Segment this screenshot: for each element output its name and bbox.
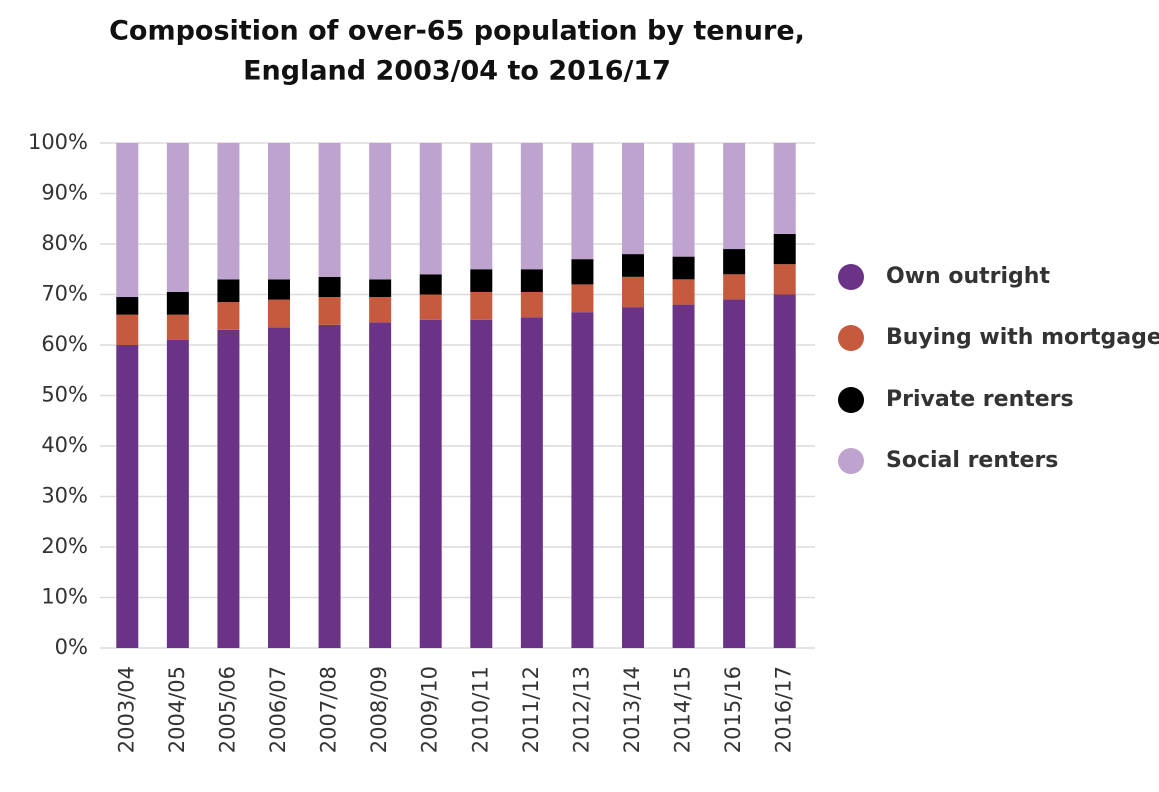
x-tick-label: 2006/07 (266, 666, 290, 753)
legend-swatch (838, 325, 864, 351)
bar-segment (470, 143, 493, 270)
legend-swatch (838, 448, 864, 474)
y-tick-label: 50% (41, 383, 88, 407)
x-tick-label: 2015/16 (721, 666, 745, 753)
x-tick-label: 2003/04 (114, 666, 138, 753)
legend-swatch (838, 387, 864, 413)
bar-segment (369, 322, 392, 648)
bar-segment (723, 274, 746, 300)
legend-label: Social renters (886, 448, 1058, 473)
bar-segment (773, 294, 796, 648)
x-tick-label: 2016/17 (772, 666, 796, 753)
bar-segment (369, 279, 392, 298)
bar-segment (520, 269, 543, 292)
bar-segment (268, 143, 290, 280)
bar-segment (268, 299, 290, 328)
bar-segment (520, 143, 543, 270)
bar-segment (672, 304, 695, 648)
y-tick-label: 90% (41, 181, 88, 205)
x-tick-label: 2007/08 (317, 666, 341, 753)
bar-segment (369, 297, 392, 323)
bar-segment (419, 319, 442, 648)
bar-segment (470, 269, 493, 292)
bar-segment (419, 294, 442, 320)
bar-segment (622, 254, 644, 277)
x-tick-label: 2012/13 (569, 666, 593, 753)
bar-segment (773, 233, 796, 265)
bar-segment (217, 279, 240, 303)
bar-segment (369, 143, 392, 280)
bar-segment (318, 143, 341, 277)
y-tick-label: 10% (41, 585, 88, 609)
bar-segment (217, 302, 240, 330)
bar-segment (773, 264, 796, 295)
bar-segment (723, 299, 746, 648)
bar-segment (622, 307, 644, 648)
y-tick-label: 100% (28, 130, 88, 154)
bar-segment (268, 279, 290, 300)
y-tick-label: 0% (55, 635, 88, 659)
bar-segment (116, 143, 139, 298)
bar-segment (419, 274, 442, 295)
bar-segment (116, 345, 139, 648)
bar-segment (723, 249, 746, 275)
legend-label: Private renters (886, 387, 1074, 412)
x-tick-label: 2004/05 (165, 666, 189, 753)
x-tick-label: 2013/14 (620, 666, 644, 753)
bar-segment (166, 143, 189, 292)
bar-segment (571, 143, 594, 260)
x-tick-label: 2010/11 (468, 666, 492, 753)
bar-segment (419, 143, 442, 275)
legend-swatch (838, 264, 864, 290)
chart-title: Composition of over-65 population by ten… (109, 16, 805, 47)
bar-segment (773, 143, 796, 234)
bar-segment (318, 297, 341, 325)
y-tick-label: 80% (41, 231, 88, 255)
bar-segment (672, 143, 695, 257)
bar-segment (318, 324, 341, 648)
bar-segment (723, 143, 746, 250)
x-tick-label: 2008/09 (367, 666, 391, 753)
bar-segment (672, 279, 695, 305)
y-tick-label: 70% (41, 282, 88, 306)
bar-segment (520, 291, 543, 318)
bar-segment (622, 276, 644, 308)
bar-segment (166, 339, 189, 648)
bar-segment (166, 314, 189, 340)
x-tick-label: 2014/15 (671, 666, 695, 753)
bar-segment (520, 317, 543, 648)
bar-segment (672, 256, 695, 280)
bar-segment (571, 284, 594, 313)
y-tick-label: 30% (41, 484, 88, 508)
legend-label: Buying with mortgage (886, 325, 1159, 350)
y-tick-label: 60% (41, 332, 88, 356)
legend-label: Own outright (886, 264, 1050, 289)
x-tick-label: 2005/06 (215, 666, 239, 753)
bar-segment (470, 319, 493, 648)
bar-segment (268, 327, 290, 648)
bar-segment (116, 314, 139, 345)
chart-title: England 2003/04 to 2016/17 (243, 56, 671, 87)
bar-segment (318, 276, 341, 298)
bar-segment (166, 291, 189, 315)
x-tick-label: 2009/10 (418, 666, 442, 753)
bar-segment (217, 143, 240, 280)
y-tick-label: 20% (41, 534, 88, 558)
y-tick-label: 40% (41, 433, 88, 457)
bar-segment (217, 329, 240, 648)
bar-segment (571, 312, 594, 648)
x-tick-label: 2011/12 (519, 666, 543, 753)
bar-segment (470, 291, 493, 320)
bar-segment (571, 259, 594, 285)
bar-segment (622, 143, 644, 255)
bar-segment (116, 297, 139, 315)
